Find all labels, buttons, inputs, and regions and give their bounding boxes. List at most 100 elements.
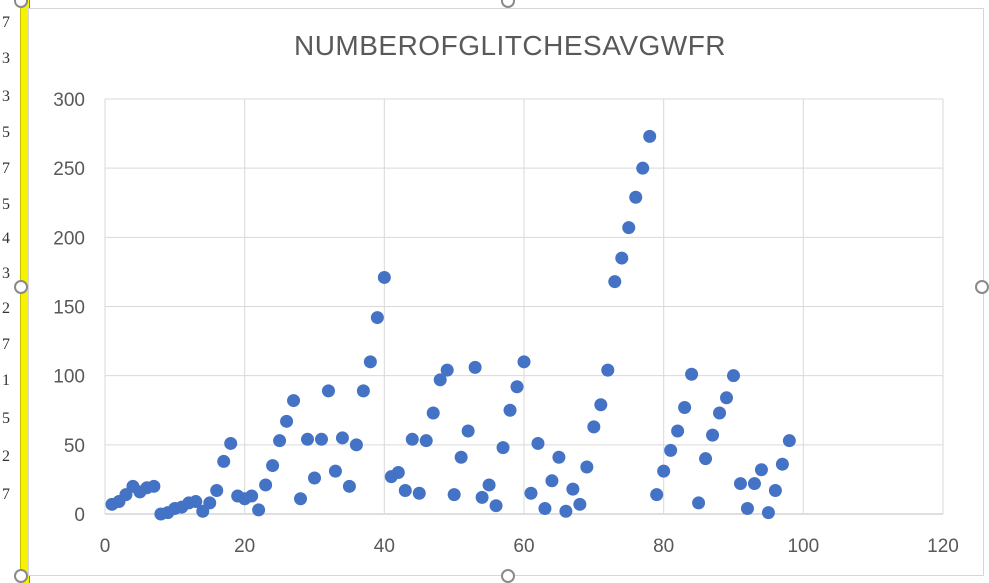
resize-handle-middle-right[interactable] [975, 280, 989, 294]
row-number-fragment: 5 [2, 410, 10, 427]
data-point [622, 221, 636, 235]
data-point [252, 503, 266, 517]
x-tick-label: 60 [513, 536, 534, 557]
data-point [259, 478, 273, 492]
data-point [419, 434, 433, 448]
data-point [405, 432, 419, 446]
row-number-fragment: 3 [2, 88, 10, 105]
x-tick-label: 0 [100, 536, 111, 557]
y-tick-label: 200 [53, 228, 85, 249]
data-point [203, 496, 217, 510]
data-point [545, 474, 559, 488]
data-point [699, 452, 713, 466]
data-point [629, 190, 643, 204]
data-point [601, 363, 615, 377]
chart-title: NUMBEROFGLITCHESAVGWFR [294, 30, 726, 61]
y-axis-tick-labels: 0 50 100 150 200 250 300 [53, 90, 85, 526]
data-point [398, 483, 412, 497]
data-point [391, 466, 405, 479]
data-point [489, 499, 503, 513]
data-point [349, 438, 363, 452]
y-tick-label: 250 [53, 159, 85, 180]
data-point [517, 355, 531, 369]
x-axis-tick-labels: 0 20 40 60 80 100 120 [100, 536, 959, 557]
data-point [370, 311, 384, 325]
data-point [217, 454, 231, 468]
data-point [301, 432, 315, 446]
data-point [245, 489, 259, 503]
data-point [273, 434, 287, 448]
data-point [280, 414, 294, 428]
row-number-fragment: 7 [2, 160, 10, 177]
data-point [210, 483, 224, 497]
data-point [482, 478, 496, 492]
gridlines [104, 98, 944, 515]
data-point [733, 477, 747, 491]
data-point [706, 428, 720, 442]
resize-handle-top-middle[interactable] [501, 0, 515, 8]
row-number-fragment: 2 [2, 300, 10, 317]
x-tick-label: 80 [653, 536, 674, 557]
data-point [468, 360, 482, 374]
data-point [538, 501, 552, 515]
data-point [377, 270, 391, 284]
data-point [321, 384, 335, 398]
y-tick-label: 100 [53, 367, 85, 388]
y-tick-label: 50 [64, 436, 85, 457]
row-number-fragment: 2 [2, 448, 10, 465]
data-point [775, 457, 789, 471]
data-point [461, 424, 475, 438]
resize-handle-bottom-middle[interactable] [501, 569, 515, 583]
data-point [447, 488, 461, 502]
row-number-fragment: 3 [2, 50, 10, 67]
resize-handle-middle-left[interactable] [14, 280, 28, 294]
data-point [608, 275, 622, 289]
row-number-fragment: 5 [2, 196, 10, 213]
data-point [580, 460, 594, 474]
data-point [503, 403, 517, 417]
resize-handle-bottom-left[interactable] [14, 569, 28, 583]
data-point [720, 391, 734, 405]
row-number-fragment: 5 [2, 124, 10, 141]
data-point [475, 490, 489, 504]
data-point [587, 420, 601, 434]
data-point [559, 504, 573, 518]
data-point [147, 479, 161, 493]
data-point [727, 369, 740, 383]
data-point [510, 380, 524, 394]
data-point [552, 450, 566, 464]
data-point [266, 459, 280, 473]
data-point [685, 367, 699, 381]
data-point [224, 436, 238, 450]
data-point [524, 486, 538, 500]
resize-handle-top-left[interactable] [14, 0, 28, 8]
x-tick-label: 100 [787, 536, 819, 557]
data-point [594, 398, 608, 412]
data-point [713, 406, 727, 420]
data-point [496, 441, 510, 455]
row-number-fragment: 3 [2, 265, 10, 282]
data-point [189, 495, 203, 509]
data-point [671, 424, 685, 438]
data-point [454, 450, 468, 464]
data-point [287, 394, 301, 408]
data-point [754, 463, 768, 477]
x-tick-label: 120 [927, 536, 959, 557]
x-tick-label: 20 [234, 536, 255, 557]
data-point [566, 482, 580, 496]
row-number-fragment: 4 [2, 230, 10, 247]
data-point [433, 373, 447, 387]
data-point [650, 488, 664, 502]
data-point [643, 129, 657, 143]
data-point [314, 432, 328, 446]
data-point [573, 497, 587, 511]
row-number-fragment: 1 [2, 372, 10, 389]
data-point [363, 355, 377, 369]
data-point [328, 464, 342, 478]
chart-area[interactable]: NUMBEROFGLITCHESAVGWFR 0 50 100 150 200 250 30… [28, 8, 984, 576]
data-point [657, 464, 671, 478]
data-point [615, 251, 629, 265]
row-number-fragment: 7 [2, 336, 10, 353]
row-number-fragment: 7 [2, 14, 10, 31]
data-point [692, 496, 706, 510]
